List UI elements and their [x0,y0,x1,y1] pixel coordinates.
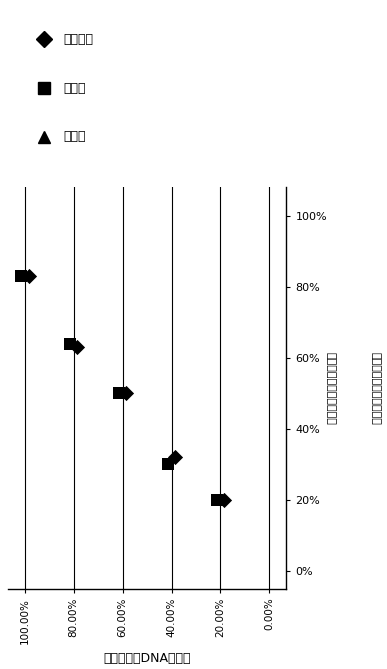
Point [116,388,122,399]
Text: 本方法: 本方法 [64,82,86,95]
Point [221,494,227,505]
Point [18,271,24,282]
Text: 混合占实变数所占的比例: 混合占实变数所占的比例 [370,352,380,424]
X-axis label: 肿瘤游离基DNA占总量: 肿瘤游离基DNA占总量 [103,652,191,665]
Point [67,339,73,349]
Point [214,494,220,505]
Text: 预期值: 预期值 [64,130,86,143]
Text: 传统方法: 传统方法 [64,33,94,46]
Point [123,388,129,399]
Point [74,342,80,353]
Y-axis label: 混合占实变数所占的比例: 混合占实变数所占的比例 [325,352,336,424]
Point [26,271,32,282]
Point [165,459,171,470]
Point [172,452,178,463]
